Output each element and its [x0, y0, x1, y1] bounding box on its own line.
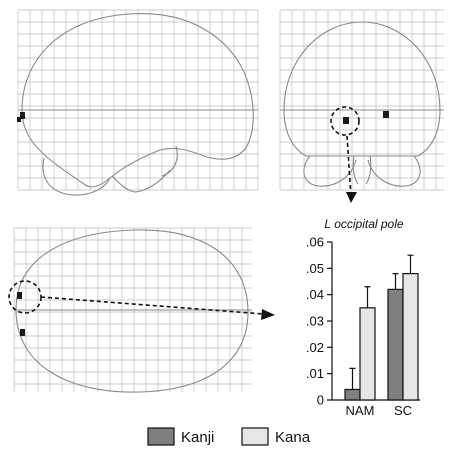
bar-kana-sc [402, 273, 419, 401]
y-tick-label: .01 [306, 366, 324, 381]
coronal-roi-highlight-circle [330, 106, 360, 136]
sagittal-brainstem-outline [111, 169, 171, 193]
coronal-to-chart-arrow [346, 135, 357, 203]
chart-title: L occipital pole [324, 217, 403, 231]
bar-kanji-nam [344, 388, 361, 401]
coronal-activation-blob-left [343, 117, 349, 124]
x-category-label: NAM [346, 403, 375, 418]
y-tick-label: .02 [306, 340, 324, 355]
legend-label-kana: Kana [275, 429, 311, 446]
sagittal-activation-blob [20, 112, 25, 119]
sagittal-brain-outline [21, 13, 254, 188]
y-tick-label: 0 [317, 393, 324, 408]
bars [344, 254, 419, 401]
sagittal-brain-view [17, 9, 259, 196]
error-bar-kanji-sc [392, 273, 399, 290]
coronal-brain-view [279, 9, 444, 191]
y-tick-label: .04 [306, 287, 324, 302]
error-bar-kana-sc [407, 254, 414, 274]
bar-kana-nam [359, 307, 376, 401]
y-axis: 0 .01 .02 .03 .04 .05 .06 [306, 235, 420, 408]
legend-swatch-kana [241, 427, 269, 446]
legend: Kanji Kana [147, 427, 311, 446]
bar-kanji-sc [387, 288, 404, 401]
axial-brain-view [8, 227, 252, 393]
sagittal-activation-blob-2 [17, 117, 21, 122]
coronal-brainstem [352, 155, 372, 185]
axial-brain-outline [15, 229, 249, 393]
sagittal-cerebellum-outline [42, 157, 111, 196]
legend-swatch-kanji [147, 427, 175, 446]
coronal-activation-blob-right [383, 111, 389, 118]
sagittal-grid [17, 9, 259, 191]
coronal-right-cerebellum [367, 155, 421, 187]
x-axis-labels: NAM SC [346, 403, 412, 418]
y-tick-label: .03 [306, 314, 324, 329]
error-bar-kanji-nam [349, 367, 356, 390]
bar-chart: L occipital pole 0 .01 .02 .03 .04 .05 .06 NAM… [306, 217, 420, 418]
axial-activation-blob-lower [20, 329, 25, 336]
y-tick-label: .05 [306, 261, 324, 276]
error-bar-kana-nam [364, 286, 371, 308]
axial-to-chart-arrow [40, 296, 275, 320]
x-category-label: SC [394, 403, 412, 418]
coronal-brain-outline [283, 21, 441, 157]
sagittal-temporal-outline [161, 145, 178, 177]
axial-activation-blob-upper [17, 292, 22, 299]
y-tick-label: .06 [306, 235, 324, 250]
legend-label-kanji: Kanji [181, 429, 214, 446]
coronal-grid [279, 9, 444, 191]
